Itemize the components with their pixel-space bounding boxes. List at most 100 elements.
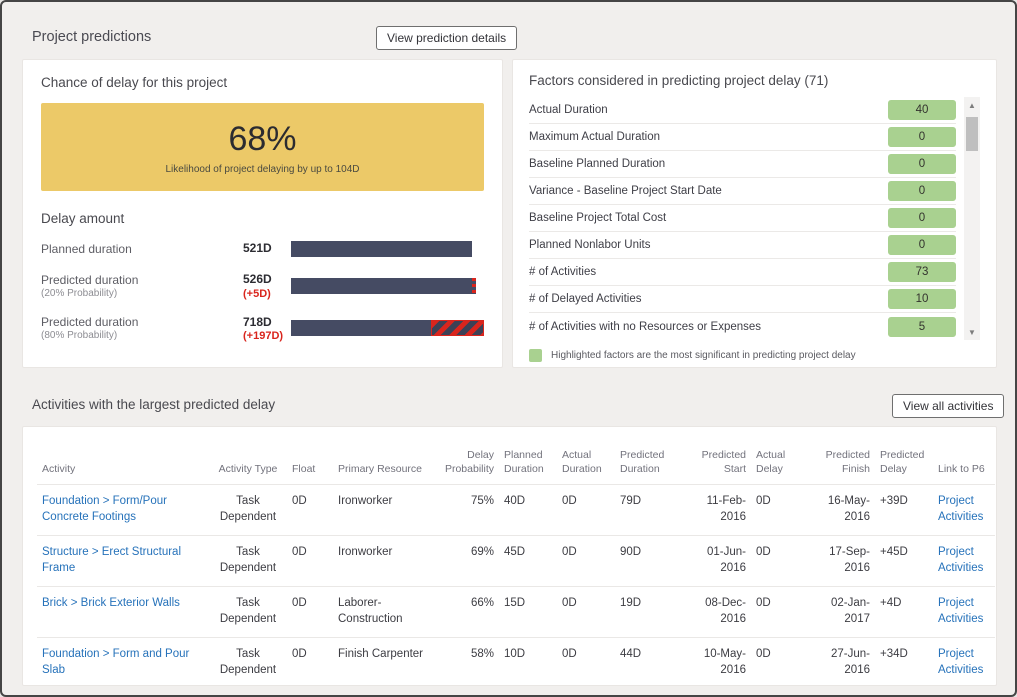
actual-delay-cell: 0D [751, 637, 803, 689]
factor-label: Variance - Baseline Project Start Date [529, 185, 722, 197]
delay-chance-highlight: 68% Likelihood of project delaying by up… [41, 103, 484, 191]
view-all-activities-button[interactable]: View all activities [892, 394, 1005, 418]
factor-value-badge: 0 [888, 154, 956, 174]
chance-of-delay-panel: Chance of delay for this project 68% Lik… [22, 59, 503, 368]
planned-duration-bar [291, 241, 484, 257]
factors-list: Actual Duration 40 Maximum Actual Durati… [529, 97, 980, 340]
predicted-delay-cell: +34D [875, 637, 933, 689]
predicted-delay-cell: +4D [875, 586, 933, 638]
predicted-start-cell: 11-Feb-2016 [679, 484, 751, 536]
scroll-up-icon[interactable]: ▲ [968, 100, 976, 110]
predicted-duration-cell: 79D [615, 484, 679, 536]
predicted-duration-20-row: Predicted duration (20% Probability) 526… [41, 272, 484, 300]
activity-type-cell: Task Dependent [209, 484, 287, 536]
actual-duration-cell: 0D [557, 586, 615, 638]
resource-cell: Ironworker [333, 484, 429, 536]
table-row: Brick > Brick Exterior Walls Task Depend… [37, 586, 995, 638]
factor-label: Actual Duration [529, 104, 608, 116]
col-planned-duration[interactable]: Planned Duration [504, 449, 544, 475]
col-delay-probability[interactable]: Delay Probability [444, 449, 494, 475]
actual-duration-cell: 0D [557, 484, 615, 536]
factor-label: Planned Nonlabor Units [529, 239, 651, 251]
p6-link[interactable]: Project Activities [938, 546, 984, 574]
factor-label: Baseline Planned Duration [529, 158, 666, 170]
factor-row: # of Activities with no Resources or Exp… [529, 313, 956, 340]
table-row: Structure > Erect Structural Frame Task … [37, 535, 995, 587]
predicted-duration-cell: 19D [615, 586, 679, 638]
delay-amount-title: Delay amount [41, 211, 125, 226]
float-cell: 0D [287, 637, 333, 689]
factor-row: # of Activities 73 [529, 259, 956, 286]
predicted-80-delta: (+197D) [243, 330, 284, 343]
factor-row: Variance - Baseline Project Start Date 0 [529, 178, 956, 205]
p6-link[interactable]: Project Activities [938, 495, 984, 523]
activity-link[interactable]: Brick > Brick Exterior Walls [42, 597, 180, 610]
delay-probability-value: 68% [228, 119, 297, 158]
col-link-to-p6[interactable]: Link to P6 [938, 462, 985, 475]
factor-value-badge: 40 [888, 100, 956, 120]
page-title: Project predictions [32, 29, 152, 45]
factor-value-badge: 0 [888, 181, 956, 201]
activity-type-cell: Task Dependent [209, 637, 287, 689]
col-activity[interactable]: Activity [42, 462, 76, 475]
resource-cell: Ironworker [333, 535, 429, 587]
factor-label: # of Activities [529, 266, 597, 278]
activity-link[interactable]: Foundation > Form and Pour Slab [42, 648, 190, 676]
planned-duration-cell: 15D [499, 586, 557, 638]
float-cell: 0D [287, 535, 333, 587]
predicted-delay-cell: +45D [875, 535, 933, 587]
predicted-80-sublabel: (80% Probability) [41, 330, 118, 342]
predicted-20-sublabel: (20% Probability) [41, 287, 118, 299]
factor-label: Maximum Actual Duration [529, 131, 661, 143]
delay-tip-hatch [471, 277, 476, 294]
factor-row: Baseline Planned Duration 0 [529, 151, 956, 178]
p6-link[interactable]: Project Activities [938, 648, 984, 676]
factor-row: # of Delayed Activities 10 [529, 286, 956, 313]
col-actual-duration[interactable]: Actual Duration [562, 449, 602, 475]
p6-link[interactable]: Project Activities [938, 597, 984, 625]
factor-value-badge: 0 [888, 127, 956, 147]
planned-duration-label: Planned duration [41, 241, 132, 256]
col-actual-delay[interactable]: Actual Delay [756, 449, 786, 475]
factors-legend-text: Highlighted factors are the most signifi… [551, 350, 856, 361]
highlighted-factor-swatch-icon [529, 349, 542, 362]
col-predicted-delay[interactable]: Predicted Delay [880, 449, 925, 475]
actual-delay-cell: 0D [751, 535, 803, 587]
factor-row: Actual Duration 40 [529, 97, 956, 124]
probability-cell: 66% [429, 586, 499, 638]
actual-delay-cell: 0D [751, 586, 803, 638]
predicted-20-bar [291, 277, 484, 294]
col-predicted-duration[interactable]: Predicted Duration [620, 449, 665, 475]
delay-probability-caption: Likelihood of project delaying by up to … [165, 163, 360, 175]
delay-overrun-hatch [431, 320, 484, 337]
resource-cell: Laborer-Construction [333, 586, 429, 638]
col-activity-type[interactable]: Activity Type [218, 462, 278, 475]
factor-value-badge: 10 [888, 289, 956, 309]
factors-scrollbar[interactable]: ▲ ▼ [964, 97, 980, 340]
col-predicted-start[interactable]: Predicted Start [701, 449, 746, 475]
predicted-20-delta: (+5D) [243, 287, 271, 300]
activity-type-cell: Task Dependent [209, 586, 287, 638]
col-float[interactable]: Float [292, 462, 316, 475]
col-predicted-finish[interactable]: Predicted Finish [825, 449, 870, 475]
factors-legend: Highlighted factors are the most signifi… [529, 349, 980, 362]
planned-duration-cell: 45D [499, 535, 557, 587]
predicted-80-bar [291, 320, 484, 337]
table-row: Foundation > Form/Pour Concrete Footings… [37, 484, 995, 536]
activities-section-title: Activities with the largest predicted de… [32, 397, 276, 412]
activity-link[interactable]: Foundation > Form/Pour Concrete Footings [42, 495, 167, 523]
scrollbar-thumb[interactable] [966, 117, 978, 151]
activity-type-cell: Task Dependent [209, 535, 287, 587]
scroll-down-icon[interactable]: ▼ [968, 327, 976, 337]
activity-link[interactable]: Structure > Erect Structural Frame [42, 546, 182, 574]
actual-duration-cell: 0D [557, 637, 615, 689]
factor-row: Baseline Project Total Cost 0 [529, 205, 956, 232]
factors-panel: Factors considered in predicting project… [512, 59, 997, 368]
predicted-80-value: 718D [243, 314, 272, 329]
view-prediction-details-button[interactable]: View prediction details [376, 26, 518, 50]
predicted-20-label: Predicted duration [41, 272, 139, 287]
predicted-duration-cell: 90D [615, 535, 679, 587]
predicted-duration-cell: 44D [615, 637, 679, 689]
col-primary-resource[interactable]: Primary Resource [338, 462, 423, 475]
